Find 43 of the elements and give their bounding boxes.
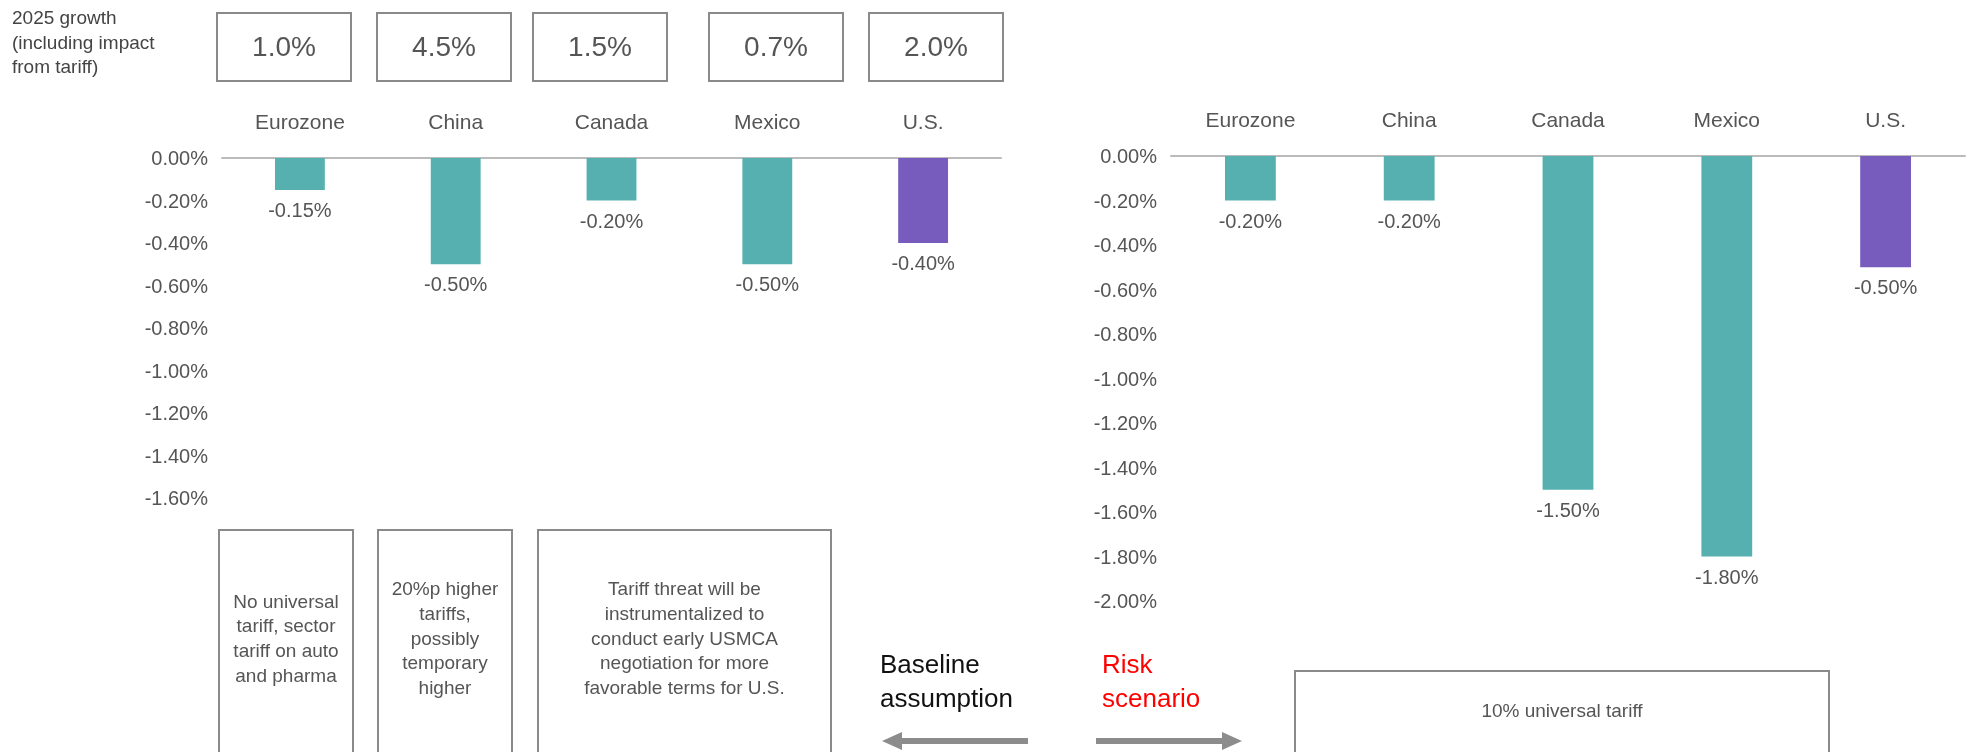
x-tick-label: U.S. [1865, 108, 1907, 131]
y-tick-label: -0.60% [144, 274, 209, 297]
y-tick-label: -0.40% [144, 232, 209, 254]
data-label: -0.20% [1218, 209, 1283, 232]
data-label: -0.40% [891, 252, 955, 274]
text: 2025 growth (including impact from tariff) [12, 6, 156, 80]
y-tick-label: -0.80% [144, 317, 209, 339]
y-tick-label: -0.60% [1093, 278, 1158, 301]
y-tick-label: -0.20% [144, 189, 209, 212]
data-label: -1.80% [1695, 565, 1759, 588]
data-label: -0.15% [268, 198, 332, 221]
data-label: -0.50% [1853, 276, 1918, 299]
x-tick-label: Mexico [734, 110, 801, 133]
data-label: -0.20% [1377, 209, 1442, 232]
y-tick-label: -0.20% [1093, 189, 1158, 212]
y-tick-label: -2.00% [1093, 590, 1158, 612]
y-tick-label: -1.60% [1093, 501, 1158, 523]
y-tick-label: -0.40% [1093, 234, 1158, 256]
text: Baseline assumption [880, 648, 1014, 715]
data-label: -0.20% [579, 209, 644, 232]
data-label: -0.50% [735, 273, 800, 296]
data-label: -1.50% [1536, 498, 1600, 521]
x-tick-label: U.S. [902, 110, 944, 133]
data-label: -0.50% [424, 273, 488, 296]
y-tick-label: -1.60% [144, 487, 209, 509]
y-tick-label: -1.40% [144, 444, 209, 467]
y-tick-label: -1.00% [1093, 367, 1158, 390]
y-tick-label: -1.00% [144, 359, 209, 382]
y-tick-label: -1.80% [1093, 545, 1158, 568]
x-tick-label: Canada [574, 110, 649, 133]
y-tick-label: -1.40% [1093, 456, 1158, 479]
y-tick-label: 0.00% [1100, 145, 1158, 167]
x-tick-label: China [428, 110, 484, 133]
x-tick-label: Canada [1531, 108, 1606, 131]
x-tick-label: China [1381, 108, 1437, 131]
y-tick-label: -0.80% [1093, 323, 1158, 345]
y-tick-label: -1.20% [1093, 412, 1158, 434]
x-tick-label: Eurozone [254, 110, 345, 133]
y-tick-label: 0.00% [151, 147, 209, 169]
x-tick-label: Mexico [1693, 108, 1761, 131]
text: Risk scenario [1102, 648, 1202, 715]
y-tick-label: -1.20% [144, 402, 209, 424]
x-tick-label: Eurozone [1205, 108, 1296, 131]
